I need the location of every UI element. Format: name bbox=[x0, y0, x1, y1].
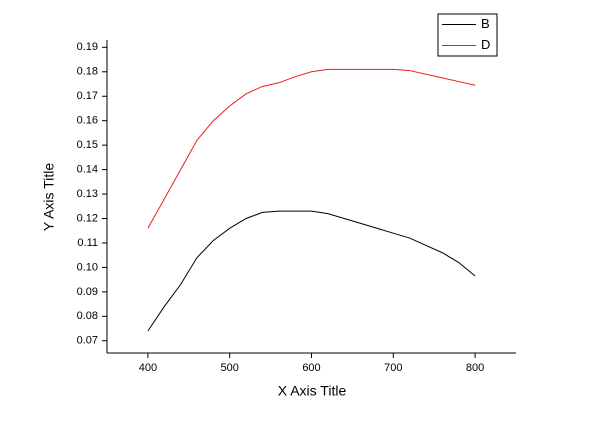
legend-label: B bbox=[481, 16, 490, 31]
legend-label: D bbox=[481, 37, 490, 52]
y-tick-label: 0.11 bbox=[77, 237, 98, 249]
line-series bbox=[147, 210, 476, 332]
y-tick-label: 0.13 bbox=[77, 188, 98, 200]
y-tick-label: 0.18 bbox=[77, 66, 98, 78]
line-series bbox=[147, 68, 476, 229]
x-tick-label: 500 bbox=[221, 362, 239, 374]
y-tick-label: 0.16 bbox=[77, 115, 98, 127]
y-tick-label: 0.10 bbox=[77, 261, 98, 273]
y-tick-label: 0.14 bbox=[77, 164, 98, 176]
y-tick-label: 0.19 bbox=[77, 41, 98, 53]
x-tick-label: 600 bbox=[302, 362, 320, 374]
y-tick-label: 0.12 bbox=[77, 212, 98, 224]
y-tick-label: 0.08 bbox=[77, 310, 98, 322]
y-tick-label: 0.17 bbox=[77, 90, 98, 102]
x-tick-label: 800 bbox=[466, 362, 484, 374]
legend-box bbox=[437, 13, 498, 57]
y-tick-label: 0.15 bbox=[77, 139, 98, 151]
y-axis-title: Y Axis Title bbox=[41, 163, 57, 231]
x-tick-label: 700 bbox=[384, 362, 402, 374]
y-tick-label: 0.07 bbox=[77, 335, 98, 347]
x-tick-label: 400 bbox=[139, 362, 157, 374]
y-tick-label: 0.09 bbox=[77, 286, 98, 298]
x-axis-title: X Axis Title bbox=[278, 383, 347, 399]
